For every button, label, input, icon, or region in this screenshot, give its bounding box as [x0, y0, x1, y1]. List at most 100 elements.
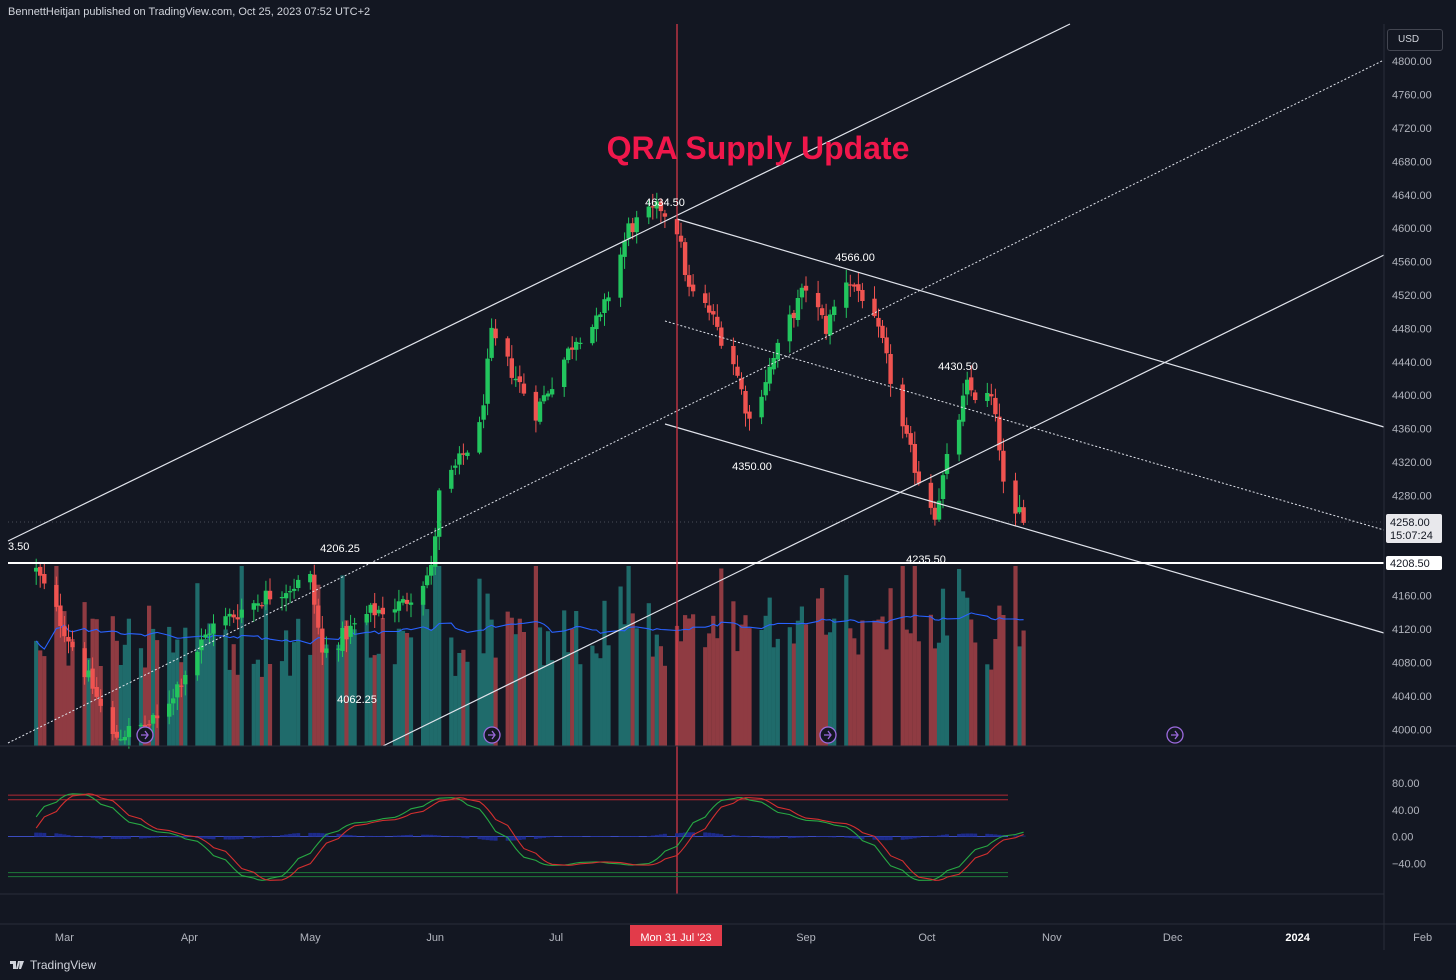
oscillator-histogram-bar — [533, 836, 538, 839]
volume-bar — [70, 639, 75, 746]
candle-body — [888, 354, 893, 384]
oscillator-histogram-bar — [509, 836, 514, 841]
oscillator-histogram-bar — [171, 836, 176, 838]
oscillator-histogram-bar — [715, 833, 720, 837]
volume-bar — [731, 601, 736, 746]
candle-body — [122, 737, 128, 741]
tradingview-logo-icon — [10, 961, 24, 969]
candle-body — [936, 500, 942, 520]
volume-bar — [408, 637, 414, 746]
candle-body — [686, 275, 692, 287]
volume-bar — [763, 615, 768, 746]
volume-bar — [775, 638, 780, 746]
volume-bar — [848, 628, 853, 746]
time-tick-label: Mar — [55, 932, 74, 944]
candle-body — [320, 628, 325, 653]
candle-body — [827, 314, 833, 336]
oscillator-histogram-bar — [82, 836, 87, 837]
candle-body — [167, 703, 172, 717]
candle-body — [251, 603, 256, 610]
volume-bar — [251, 663, 256, 746]
candle-body — [316, 605, 321, 628]
candle-body — [376, 609, 381, 614]
candle-body — [574, 341, 579, 350]
volume-bar — [965, 597, 970, 746]
time-tick-label: Dec — [1163, 932, 1183, 944]
candle-body — [90, 668, 95, 689]
volume-bar — [646, 603, 651, 746]
oscillator-histogram-bar — [340, 834, 345, 837]
volume-bar — [489, 619, 494, 746]
volume-bar — [803, 624, 809, 746]
price-marker-label: 4062.25 — [337, 694, 377, 706]
candle-body — [255, 603, 261, 606]
oscillator-fast-line — [35, 793, 1024, 881]
volume-bar — [795, 620, 800, 746]
volume-bar — [167, 626, 172, 746]
oscillator-pane — [0, 745, 1456, 895]
candle-body — [58, 605, 63, 626]
volume-bar — [856, 654, 861, 746]
volume-bar — [654, 634, 659, 746]
volume-bar — [904, 629, 909, 746]
oscillator-histogram-bar — [118, 836, 123, 840]
volume-bar — [900, 566, 905, 746]
oscillator-histogram-bar — [888, 836, 893, 841]
volume-bar — [324, 644, 329, 746]
candle-body — [876, 317, 881, 327]
candle-body — [799, 287, 805, 298]
volume-bar — [791, 643, 796, 746]
volume-bar — [255, 659, 260, 746]
oscillator-histogram-bar — [880, 836, 885, 841]
candle-body — [682, 242, 688, 275]
volume-bar — [199, 650, 204, 746]
chart-labels: QRA Supply Update 3.50 4206.25 4062.25 4634.… — [8, 130, 1184, 744]
price-tick-label: 4760.00 — [1392, 90, 1432, 102]
oscillator-histogram-bar — [916, 836, 921, 838]
volume-bar — [142, 667, 148, 746]
volume-bar — [997, 605, 1002, 746]
price-marker-label: 4430.50 — [938, 361, 978, 373]
volume-bar — [461, 649, 466, 746]
oscillator-histogram-bar — [743, 836, 748, 837]
volume-bar — [832, 618, 837, 746]
oscillator-histogram-bar — [654, 834, 659, 837]
candle-body — [747, 411, 752, 419]
oscillator-histogram-bar — [860, 836, 865, 840]
candle-body — [844, 282, 849, 308]
oscillator-histogram-bar — [58, 833, 63, 837]
candle-body — [368, 604, 373, 613]
oscillator-histogram-bar — [207, 836, 212, 839]
oscillator-histogram-bar — [263, 836, 268, 837]
oscillator-histogram-bar — [771, 836, 776, 839]
candle-body — [678, 235, 684, 242]
volume-bar — [1017, 646, 1022, 746]
dividend-event-icon[interactable] — [136, 726, 154, 744]
volume-bar — [114, 640, 119, 746]
candle-body — [42, 574, 47, 584]
volume-bar — [521, 632, 526, 746]
dividend-event-icon[interactable] — [1166, 726, 1184, 744]
volume-bar — [437, 566, 442, 746]
oscillator-histogram-bar — [590, 836, 595, 837]
oscillator-histogram-bar — [675, 833, 679, 837]
candle-body — [324, 648, 329, 653]
candle-body — [82, 648, 87, 678]
currency-selector[interactable]: USD — [1387, 29, 1443, 51]
volume-bar — [227, 669, 232, 746]
oscillator-histogram-bar — [235, 836, 240, 840]
volume-bar — [993, 639, 998, 746]
candle-body — [283, 593, 289, 599]
price-tick-label: 4560.00 — [1392, 257, 1432, 269]
dividend-event-icon[interactable] — [819, 726, 837, 744]
volume-bar — [973, 642, 978, 746]
candle-body — [630, 223, 635, 233]
axes: 4000.004040.004080.004120.004160.004200.… — [0, 24, 1456, 950]
oscillator-histogram-bar — [477, 836, 482, 840]
volume-bar — [352, 629, 357, 746]
candle-body — [521, 383, 527, 394]
volume-bar — [336, 644, 341, 746]
dividend-event-icon[interactable] — [483, 726, 501, 744]
volume-bar — [147, 605, 152, 746]
